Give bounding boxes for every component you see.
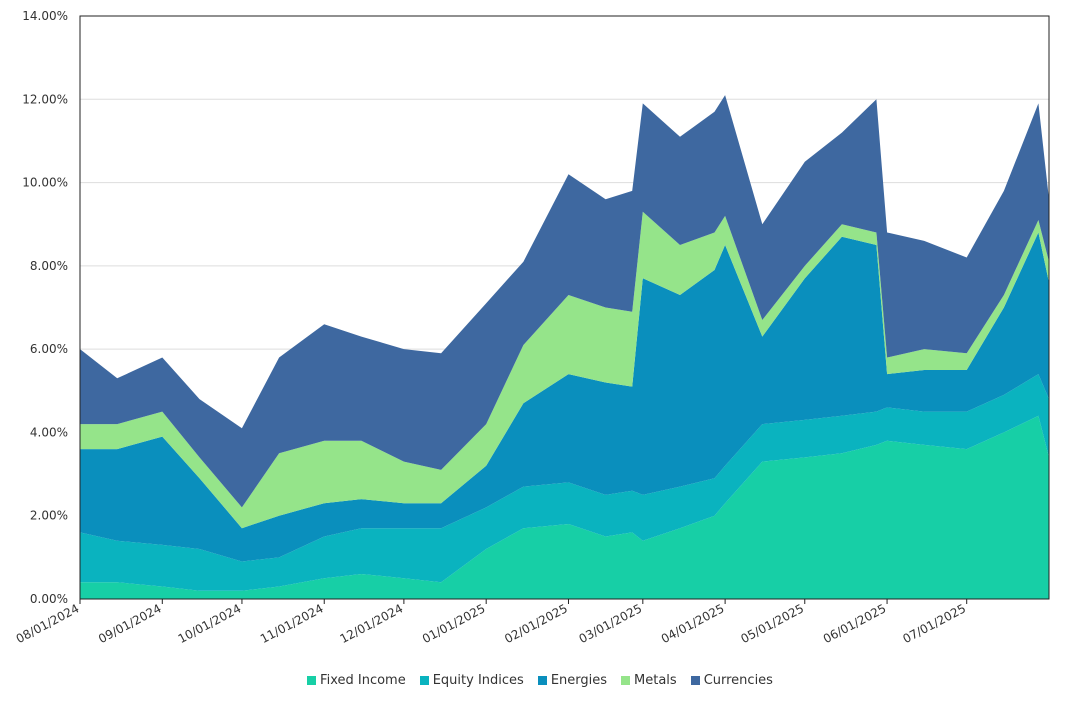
legend-item: Equity Indices <box>419 673 524 688</box>
x-tick-label: 08/01/2024 <box>14 601 82 646</box>
y-tick-label: 0.00% <box>30 592 68 606</box>
x-tick-label: 07/01/2025 <box>900 601 968 646</box>
legend-label: Equity Indices <box>432 673 524 688</box>
legend-swatch <box>307 676 317 685</box>
legend-label: Metals <box>634 673 677 688</box>
area-fixed-income <box>80 415 1049 599</box>
x-tick-label: 11/01/2024 <box>258 601 326 646</box>
x-tick-label: 10/01/2024 <box>176 601 244 646</box>
legend-label: Fixed Income <box>320 673 406 688</box>
area-currencies <box>80 95 1049 508</box>
x-tick-label: 06/01/2025 <box>821 601 889 646</box>
legend-item: Energies <box>537 673 608 688</box>
area-metals <box>80 211 1049 529</box>
legend-swatch <box>419 676 429 685</box>
x-tick-label: 05/01/2025 <box>739 601 807 646</box>
plot-frame <box>79 15 1050 600</box>
y-tick-label: 10.00% <box>22 176 68 190</box>
legend-item: Fixed Income <box>307 673 406 688</box>
area-equity-indices <box>80 374 1049 591</box>
y-tick-label: 14.00% <box>22 9 68 23</box>
area-energies <box>80 232 1049 562</box>
x-tick-label: 04/01/2025 <box>659 601 727 646</box>
x-tick-label: 02/01/2025 <box>502 601 570 646</box>
x-tick-label: 12/01/2024 <box>338 601 406 646</box>
y-axis-ticks: 0.00% 2.00% 4.00% 6.00% 8.00% 10.00% 12.00% 14.… <box>22 9 68 606</box>
legend-swatch <box>690 676 700 685</box>
y-tick-label: 8.00% <box>30 259 68 273</box>
legend-item: Metals <box>621 673 677 688</box>
x-tick-label: 09/01/2024 <box>96 601 164 646</box>
legend-label: Energies <box>550 673 608 688</box>
x-tick-label: 01/01/2025 <box>420 601 488 646</box>
x-axis-ticks: 08/01/2024 09/01/2024 10/01/2024 11/01/2024… <box>14 599 968 646</box>
legend-swatch <box>621 676 631 685</box>
x-tick-label: 03/01/2025 <box>577 601 645 646</box>
y-tick-label: 6.00% <box>30 342 68 356</box>
y-tick-label: 12.00% <box>22 92 68 106</box>
y-tick-label: 4.00% <box>30 425 68 439</box>
legend: Fixed Income Equity Indices Energies Metals… <box>0 673 1080 688</box>
legend-label: Currencies <box>703 673 773 688</box>
legend-swatch <box>537 676 547 685</box>
area-series <box>80 95 1049 599</box>
y-tick-label: 2.00% <box>30 509 68 523</box>
legend-item: Currencies <box>690 673 773 688</box>
